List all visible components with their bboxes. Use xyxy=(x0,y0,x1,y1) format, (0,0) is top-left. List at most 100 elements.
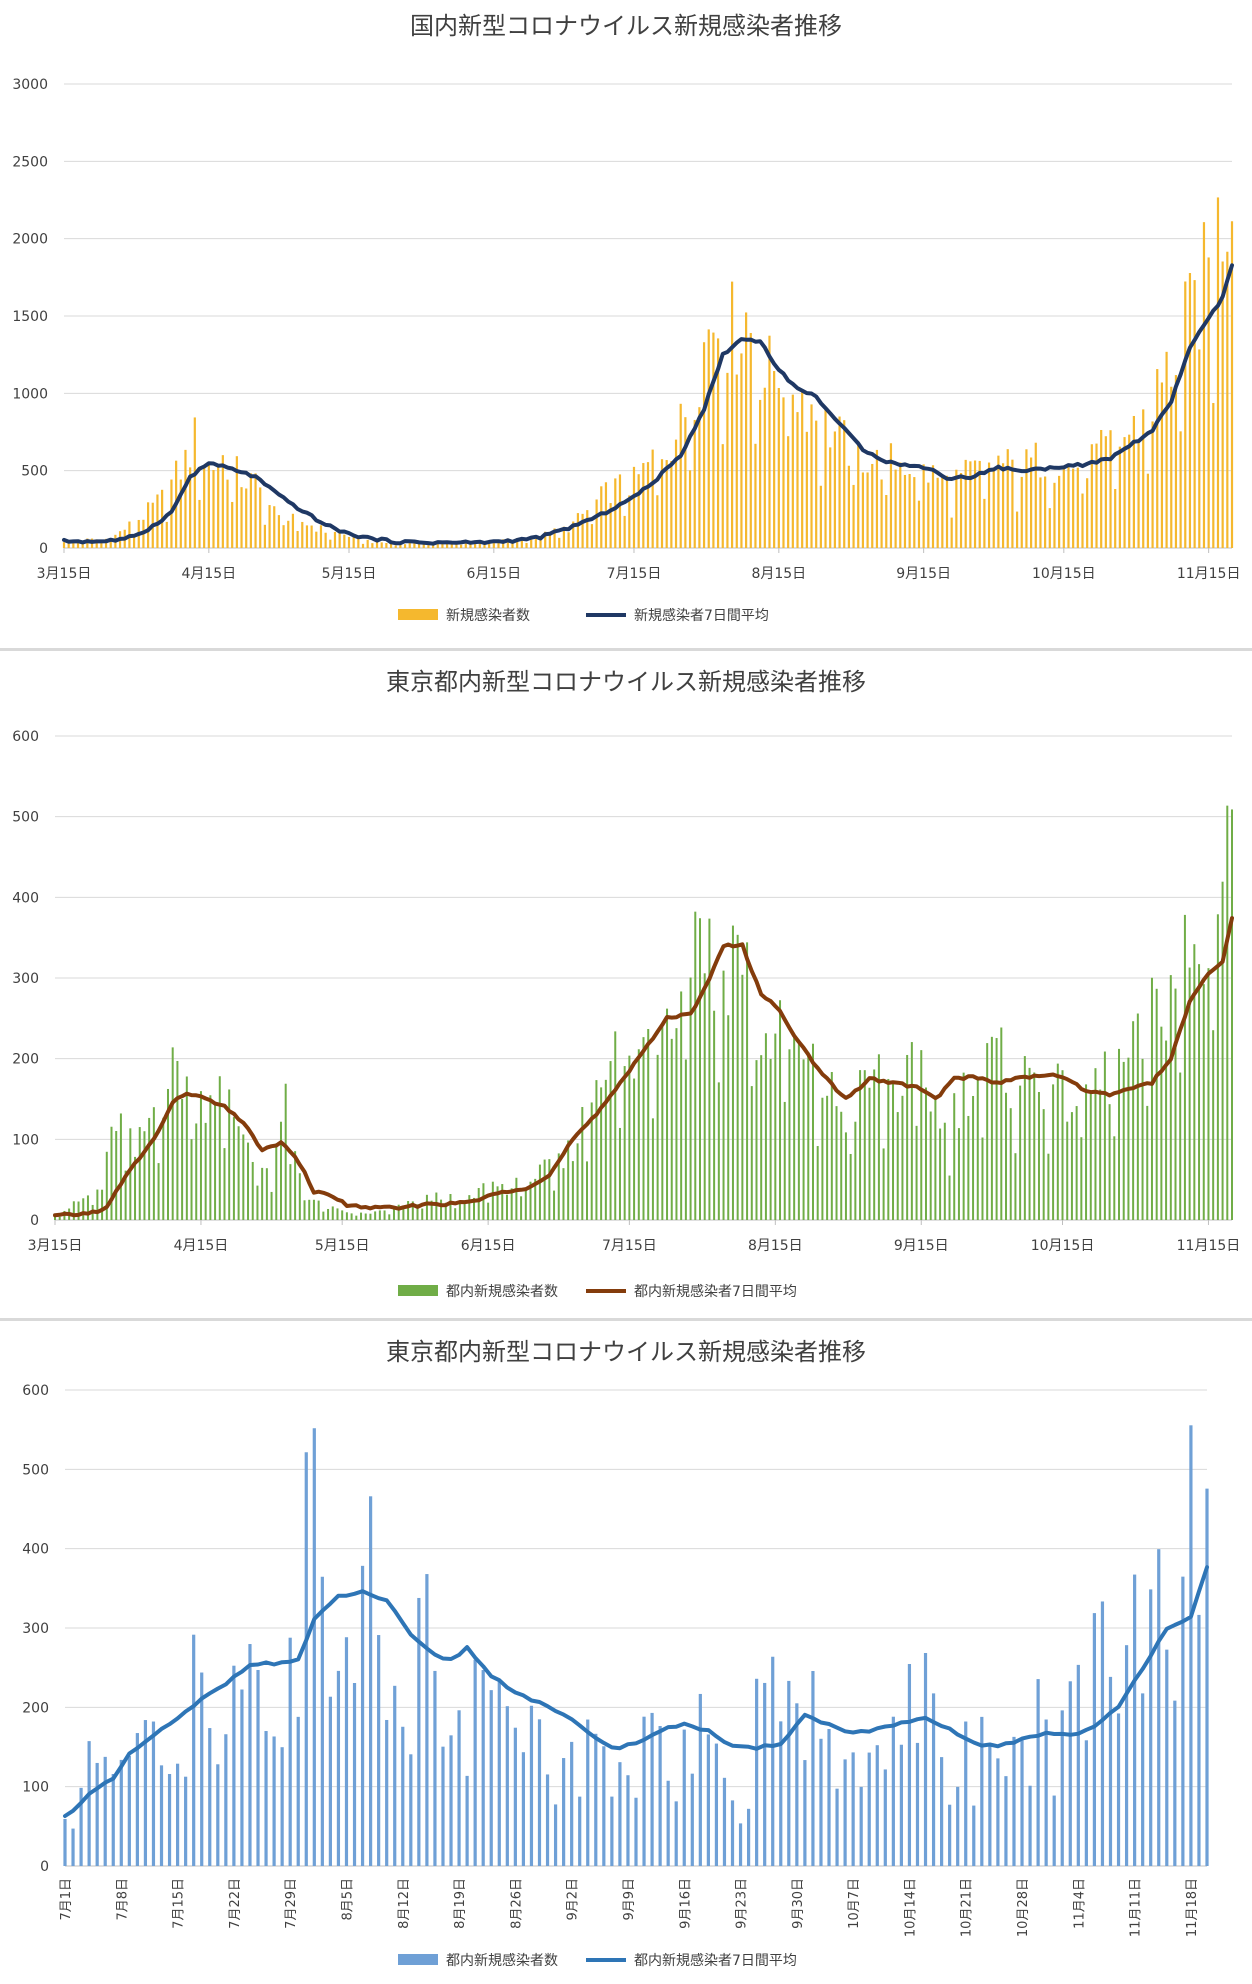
bar xyxy=(1044,476,1047,548)
series-line xyxy=(62,263,1234,546)
bar xyxy=(1103,1051,1106,1220)
bar xyxy=(795,1703,799,1866)
bar xyxy=(256,1185,259,1220)
bar xyxy=(807,1051,810,1220)
bar xyxy=(308,1199,311,1220)
bar xyxy=(345,1212,348,1220)
bar xyxy=(1011,459,1014,548)
bar xyxy=(791,394,794,548)
bar xyxy=(190,1139,193,1220)
bar xyxy=(674,439,678,548)
y-tick-label: 1000 xyxy=(12,386,48,402)
y-tick-label: 200 xyxy=(22,1700,49,1716)
bar xyxy=(62,542,66,548)
bar xyxy=(458,1202,461,1220)
bar xyxy=(103,1756,107,1866)
bar xyxy=(529,1181,532,1220)
bar xyxy=(1025,449,1028,548)
bar xyxy=(777,388,780,548)
bar xyxy=(1157,1549,1161,1866)
legend-bar-label: 新規感染者数 xyxy=(446,607,530,624)
bar xyxy=(212,470,215,548)
bar xyxy=(477,1188,480,1220)
chart-title: 東京都内新型コロナウイルス新規感染者推移 xyxy=(386,668,866,696)
bar xyxy=(463,1202,466,1220)
bar xyxy=(539,536,542,548)
x-tick-label: 7月15日 xyxy=(602,1238,657,1254)
y-tick-label: 400 xyxy=(22,1542,49,1558)
bar xyxy=(287,520,290,548)
bar xyxy=(907,1664,912,1866)
bar xyxy=(688,470,692,548)
bar xyxy=(642,463,645,548)
bar xyxy=(906,1054,909,1220)
bar xyxy=(237,1126,240,1220)
legend-line-label: 都内新規感染者7日間平均 xyxy=(634,1952,797,1969)
bar xyxy=(138,1127,141,1220)
bar xyxy=(264,1731,268,1866)
bar xyxy=(755,1678,759,1866)
bar xyxy=(1028,1067,1031,1220)
bar xyxy=(315,531,318,548)
bar xyxy=(821,1097,824,1220)
bar xyxy=(811,1043,814,1220)
bar xyxy=(614,478,617,548)
bar xyxy=(331,1206,334,1220)
y-tick-label: 600 xyxy=(12,729,39,745)
bar xyxy=(899,462,902,548)
bar xyxy=(628,1055,631,1220)
bar xyxy=(1100,429,1103,548)
bar xyxy=(1020,476,1023,548)
bar xyxy=(590,1102,593,1220)
bar xyxy=(722,970,725,1220)
x-tick-label: 7月1日 xyxy=(59,1878,74,1921)
bar xyxy=(344,1637,349,1866)
bar xyxy=(165,521,168,548)
bar xyxy=(193,417,196,548)
bar xyxy=(511,540,514,548)
bar xyxy=(1001,463,1005,548)
bar xyxy=(537,1719,542,1866)
bar xyxy=(948,1175,951,1220)
bar xyxy=(347,536,351,548)
bar xyxy=(1141,1693,1145,1866)
bar xyxy=(218,1076,221,1220)
bar xyxy=(1151,421,1154,548)
bar xyxy=(441,541,444,548)
bar xyxy=(245,488,248,548)
bar xyxy=(562,1168,565,1220)
bar xyxy=(521,1752,526,1866)
bar xyxy=(272,1736,276,1866)
series-line xyxy=(63,1565,1209,1818)
bar xyxy=(1080,1137,1083,1220)
bar xyxy=(614,1031,617,1220)
bar xyxy=(1086,478,1089,548)
bar xyxy=(1113,1136,1116,1220)
bar xyxy=(609,1061,612,1220)
bar xyxy=(301,521,304,548)
bar xyxy=(529,1705,534,1866)
bar xyxy=(910,1042,913,1220)
bar xyxy=(833,431,836,548)
bar xyxy=(516,538,519,548)
bar xyxy=(385,543,388,548)
bar xyxy=(1061,1070,1064,1220)
bar xyxy=(920,1050,923,1220)
bar xyxy=(736,934,739,1220)
bar xyxy=(553,1190,556,1220)
bar xyxy=(929,1111,932,1220)
bar xyxy=(148,1117,151,1220)
bar xyxy=(602,1746,606,1866)
bar xyxy=(280,1747,284,1866)
bar xyxy=(195,1123,198,1220)
bar xyxy=(759,399,762,548)
bar xyxy=(730,281,734,548)
bar xyxy=(247,1142,250,1220)
bar xyxy=(594,1733,598,1866)
bar xyxy=(352,1683,357,1866)
bar xyxy=(623,1066,626,1220)
bar xyxy=(377,1635,381,1866)
bar xyxy=(1099,1089,1102,1220)
bar xyxy=(143,1720,148,1866)
bar xyxy=(986,1043,989,1220)
